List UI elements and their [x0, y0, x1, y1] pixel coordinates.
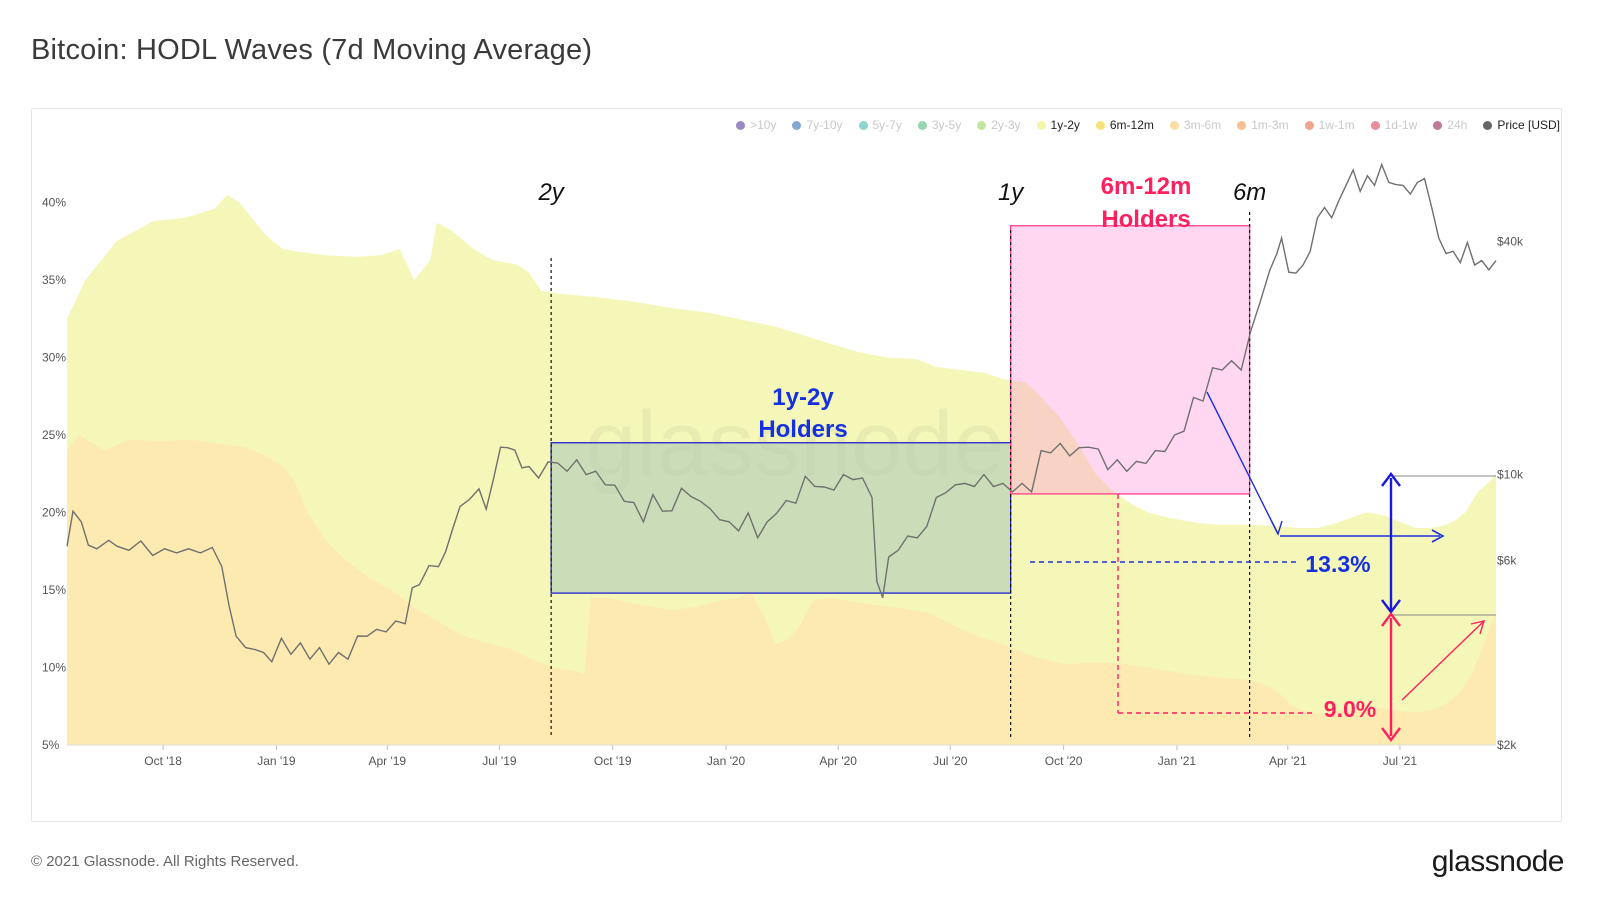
y-right-tick-3: $40k: [1497, 234, 1524, 248]
label-1y-2y-holders: Holders: [758, 416, 847, 443]
x-tick-5: Jan '20: [707, 754, 746, 768]
y-left-tick-5: 30%: [42, 351, 66, 365]
legend-item-12[interactable]: Price [USD]: [1483, 118, 1560, 132]
legend-dot-icon: [858, 120, 868, 130]
legend-item-2[interactable]: 5y-7y: [858, 118, 902, 132]
y-left-tick-4: 25%: [42, 428, 66, 442]
blue-span-top-arrow-icon: [1381, 472, 1401, 487]
x-tick-7: Jul '20: [933, 754, 968, 768]
vline-label-2y: 2y: [537, 179, 565, 206]
red-trend-arrowhead-icon: [1470, 620, 1486, 635]
vline-label-1y: 1y: [998, 179, 1025, 206]
label-6m-12m: 6m-12m: [1101, 173, 1192, 200]
legend-label: 24h: [1447, 118, 1468, 132]
legend-label: >10y: [750, 118, 777, 132]
legend-label: 1d-1w: [1384, 118, 1418, 132]
vline-label-6m: 6m: [1233, 179, 1266, 206]
red-span-top-arrow-icon: [1381, 612, 1401, 627]
legend-dot-icon: [1483, 120, 1493, 130]
legend-label: Price [USD]: [1497, 118, 1560, 132]
legend-dot-icon: [917, 120, 927, 130]
legend-label: 2y-3y: [991, 118, 1021, 132]
chart-legend: >10y 7y-10y 5y-7y 3y-5y 2y-3y 1y-2y 6m-12m 3m-6…: [736, 118, 1560, 132]
legend-label: 1y-2y: [1050, 118, 1080, 132]
legend-item-5[interactable]: 1y-2y: [1036, 118, 1080, 132]
legend-dot-icon: [1370, 120, 1380, 130]
legend-item-10[interactable]: 1d-1w: [1370, 118, 1418, 132]
legend-label: 7y-10y: [806, 118, 843, 132]
legend-item-0[interactable]: >10y: [736, 118, 776, 132]
box-1y-2y-holders: [550, 442, 1012, 594]
legend-item-11[interactable]: 24h: [1433, 118, 1467, 132]
y-left-tick-1: 10%: [42, 661, 66, 675]
y-left-tick-6: 35%: [42, 273, 66, 287]
price-line: [66, 162, 1497, 666]
value-1y-2y: 13.3%: [1305, 551, 1370, 577]
x-tick-6: Apr '20: [819, 754, 857, 768]
page-title: Bitcoin: HODL Waves (7d Moving Average): [31, 34, 593, 66]
legend-dot-icon: [1036, 120, 1046, 130]
x-tick-0: Oct '18: [144, 754, 182, 768]
x-tick-3: Jul '19: [482, 754, 517, 768]
x-tick-8: Oct '20: [1045, 754, 1083, 768]
legend-dot-icon: [792, 120, 802, 130]
legend-dot-icon: [977, 120, 987, 130]
legend-dot-icon: [1169, 120, 1179, 130]
red-trend-arrow: [1401, 621, 1484, 701]
x-tick-2: Apr '19: [368, 754, 406, 768]
legend-item-9[interactable]: 1w-1m: [1304, 118, 1355, 132]
red-span-bottom-arrow-icon: [1381, 727, 1401, 742]
x-tick-10: Apr '21: [1269, 754, 1307, 768]
y-left-tick-7: 40%: [42, 196, 66, 210]
value-6m-12m: 9.0%: [1324, 696, 1376, 722]
y-right-tick-1: $6k: [1497, 553, 1517, 567]
legend-dot-icon: [1095, 120, 1105, 130]
x-tick-1: Jan '19: [257, 754, 296, 768]
legend-dot-icon: [1433, 120, 1443, 130]
brand-logo: glassnode: [1431, 845, 1565, 878]
legend-label: 3m-6m: [1183, 118, 1222, 132]
blue-horizontal-arrowhead-icon: [1431, 529, 1445, 543]
blue-trend-arrowhead-icon: [1271, 520, 1283, 536]
y-left-tick-0: 5%: [42, 738, 60, 752]
legend-dot-icon: [736, 120, 746, 130]
legend-item-8[interactable]: 1m-3m: [1237, 118, 1289, 132]
y-left-tick-3: 20%: [42, 506, 66, 520]
legend-item-1[interactable]: 7y-10y: [792, 118, 843, 132]
legend-label: 1w-1m: [1318, 118, 1355, 132]
y-right-tick-0: $2k: [1497, 738, 1517, 752]
legend-item-4[interactable]: 2y-3y: [977, 118, 1021, 132]
legend-dot-icon: [1304, 120, 1314, 130]
legend-dot-icon: [1237, 120, 1247, 130]
blue-trend-arrow: [1206, 391, 1279, 535]
copyright-footer: © 2021 Glassnode. All Rights Reserved.: [31, 853, 299, 870]
legend-label: 1m-3m: [1251, 118, 1289, 132]
series-area-6m-12m: [67, 435, 1496, 745]
y-left-tick-2: 15%: [42, 583, 66, 597]
label-6m-12m-holders: Holders: [1101, 206, 1190, 233]
legend-item-3[interactable]: 3y-5y: [917, 118, 962, 132]
x-tick-11: Jul '21: [1383, 754, 1418, 768]
legend-label: 5y-7y: [872, 118, 902, 132]
legend-item-6[interactable]: 6m-12m: [1095, 118, 1154, 132]
label-1y-2y: 1y-2y: [772, 384, 834, 411]
y-right-tick-2: $10k: [1497, 467, 1524, 481]
legend-item-7[interactable]: 3m-6m: [1169, 118, 1222, 132]
box-6m-12m-holders: [1009, 225, 1251, 495]
legend-label: 3y-5y: [931, 118, 962, 132]
legend-label: 6m-12m: [1109, 118, 1154, 132]
x-tick-4: Oct '19: [594, 754, 632, 768]
x-tick-9: Jan '21: [1158, 754, 1197, 768]
